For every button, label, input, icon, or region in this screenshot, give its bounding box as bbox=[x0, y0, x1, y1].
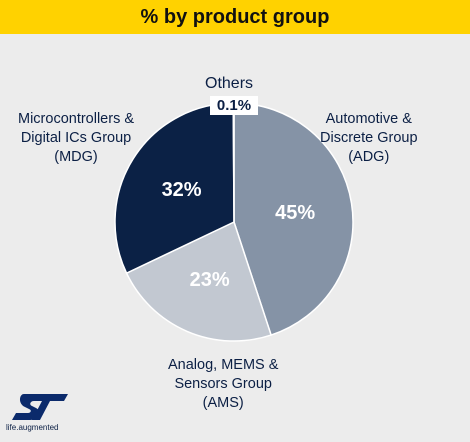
slice-value-label-2: 32% bbox=[162, 179, 202, 201]
slice-value-label-1: 23% bbox=[190, 269, 230, 291]
label-adg: Automotive & Discrete Group (ADG) bbox=[320, 111, 418, 165]
st-logo-icon bbox=[12, 394, 68, 420]
pie-slice-0 bbox=[233, 102, 354, 337]
pie-slice-2 bbox=[114, 102, 235, 275]
slice-value-label-0: 45% bbox=[275, 202, 315, 224]
chart-title: % by product group bbox=[0, 0, 470, 34]
pie-slice-3 bbox=[232, 102, 235, 223]
pie-slice-1 bbox=[125, 220, 273, 342]
label-others: Others bbox=[205, 75, 254, 92]
label-others-value: 0.1% bbox=[210, 96, 258, 115]
label-mdg: Microcontrollers & Digital ICs Group (MD… bbox=[18, 111, 135, 165]
label-ams: Analog, MEMS & Sensors Group (AMS) bbox=[168, 357, 279, 411]
logo-tagline: life.augmented bbox=[6, 423, 59, 432]
